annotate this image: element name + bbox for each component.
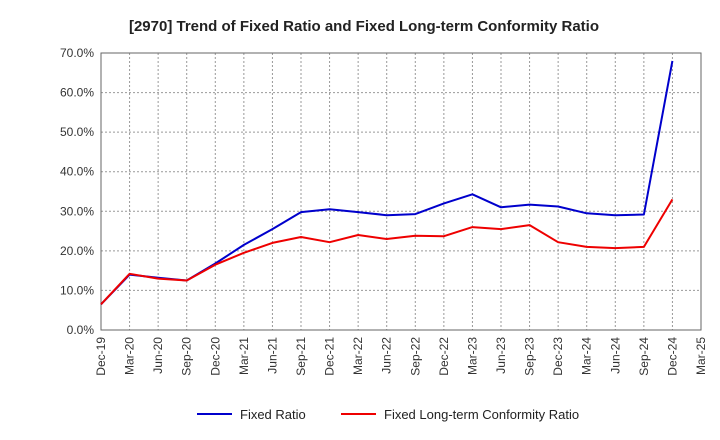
grid-layer <box>101 53 701 330</box>
y-tick-label: 60.0% <box>60 86 94 100</box>
x-tick-label: Dec-21 <box>323 337 337 376</box>
x-tick-label: Dec-20 <box>208 337 222 376</box>
series-layer <box>100 60 674 305</box>
y-tick-label: 70.0% <box>60 46 94 60</box>
x-tick-label: Mar-21 <box>237 337 251 375</box>
x-tick-label: Jun-23 <box>494 337 508 374</box>
x-tick-label: Jun-21 <box>265 337 279 374</box>
y-tick-label: 30.0% <box>60 204 94 218</box>
x-tick-label: Dec-22 <box>437 337 451 376</box>
plot-frame <box>100 52 702 331</box>
legend-label: Fixed Ratio <box>240 407 306 422</box>
x-tick-label: Dec-19 <box>94 337 108 376</box>
y-tick-label: 40.0% <box>60 165 94 179</box>
x-tick-label: Mar-20 <box>123 337 137 375</box>
x-tick-label: Jun-22 <box>380 337 394 374</box>
axis-layer: 0.0% 10.0% 20.0% 30.0% 40.0% 50.0% 60.0% 70.0% D… <box>60 46 708 376</box>
x-tick-label: Dec-23 <box>551 337 565 376</box>
x-tick-label: Sep-20 <box>180 337 194 376</box>
x-tick-label: Mar-23 <box>465 337 479 375</box>
x-tick-label: Mar-24 <box>580 337 594 375</box>
x-tick-label: Sep-21 <box>294 337 308 376</box>
x-tick-label: Sep-24 <box>637 337 651 376</box>
series-line-fixed-long-term-conformity-ratio <box>100 198 674 305</box>
legend-label: Fixed Long-term Conformity Ratio <box>384 407 579 422</box>
legend: Fixed Ratio Fixed Long-term Conformity Ra… <box>197 407 579 422</box>
y-tick-label: 10.0% <box>60 283 94 297</box>
y-tick-label: 20.0% <box>60 244 94 258</box>
y-tick-label: 50.0% <box>60 125 94 139</box>
chart-title: [2970] Trend of Fixed Ratio and Fixed Lo… <box>129 18 599 35</box>
x-tick-label: Sep-23 <box>523 337 537 376</box>
x-tick-label: Dec-24 <box>665 337 679 376</box>
x-tick-label: Jun-20 <box>151 337 165 374</box>
x-tick-label: Sep-22 <box>408 337 422 376</box>
x-tick-label: Mar-25 <box>694 337 708 375</box>
x-tick-label: Mar-22 <box>351 337 365 375</box>
y-tick-label: 0.0% <box>67 323 95 337</box>
x-tick-label: Jun-24 <box>608 337 622 374</box>
